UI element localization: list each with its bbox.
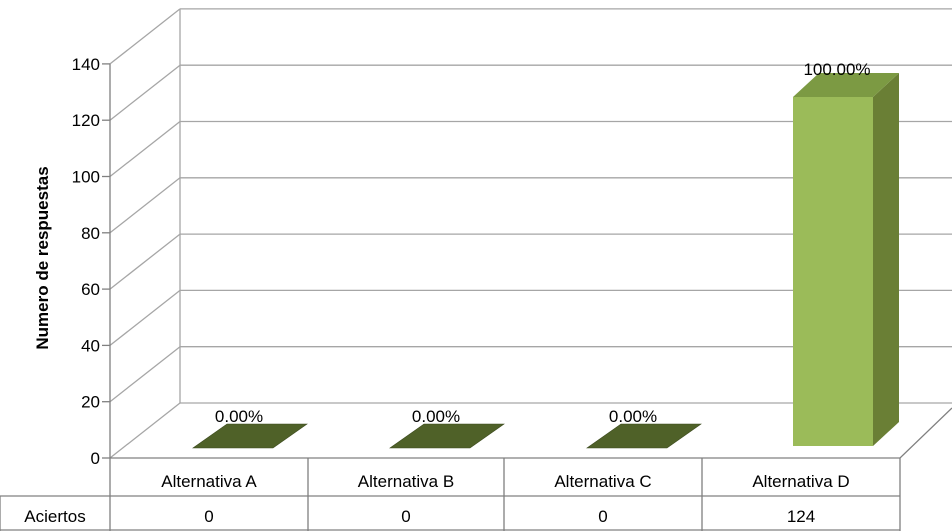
table-value-1: 0 — [204, 507, 213, 526]
data-label-1: 0.00% — [215, 407, 263, 426]
category-label-3: Alternativa C — [554, 472, 651, 491]
gridline-side — [109, 177, 181, 234]
gridline-side — [109, 346, 181, 403]
category-label-1: Alternativa A — [161, 472, 257, 491]
gridline-side — [109, 120, 181, 178]
table-value-2: 0 — [401, 507, 410, 526]
bar-side-face — [873, 72, 899, 446]
bar-top-face — [793, 72, 899, 97]
data-table: Alternativa A Alternativa B Alternativa C A… — [0, 458, 901, 531]
y-tick-label: 0 — [91, 449, 100, 468]
data-label-4: 100.00% — [803, 60, 870, 79]
y-tick-label: 40 — [81, 336, 100, 355]
y-tick-label: 120 — [72, 111, 100, 130]
gridline-side — [109, 402, 181, 459]
bars — [192, 72, 899, 449]
gridline-side — [109, 64, 181, 121]
y-axis-label: Numero de respuestas — [33, 166, 52, 349]
bar-4 — [793, 72, 899, 446]
gridline-side — [109, 8, 181, 65]
bar-2 — [389, 423, 505, 449]
data-labels: 0.00% 0.00% 0.00% 100.00% — [215, 60, 871, 426]
bar-1 — [192, 423, 308, 449]
grid-lines — [109, 8, 952, 459]
data-label-3: 0.00% — [609, 407, 657, 426]
table-value-3: 0 — [598, 507, 607, 526]
y-tick-label: 20 — [81, 393, 100, 412]
gridline-side — [109, 233, 181, 290]
category-label-2: Alternativa B — [358, 472, 454, 491]
bar-front-face — [793, 96, 873, 446]
category-label-4: Alternativa D — [752, 472, 849, 491]
y-tick-label: 100 — [72, 168, 100, 187]
y-tick-label: 60 — [81, 280, 100, 299]
gridline-side — [109, 289, 181, 346]
bar-3 — [586, 423, 702, 449]
y-tick-label: 140 — [72, 55, 100, 74]
table-row-label: Aciertos — [24, 507, 85, 526]
y-axis-ticks: 0 20 40 60 80 100 120 140 — [72, 55, 100, 468]
data-label-2: 0.00% — [412, 407, 460, 426]
table-value-4: 124 — [787, 507, 815, 526]
y-tick-label: 80 — [81, 224, 100, 243]
